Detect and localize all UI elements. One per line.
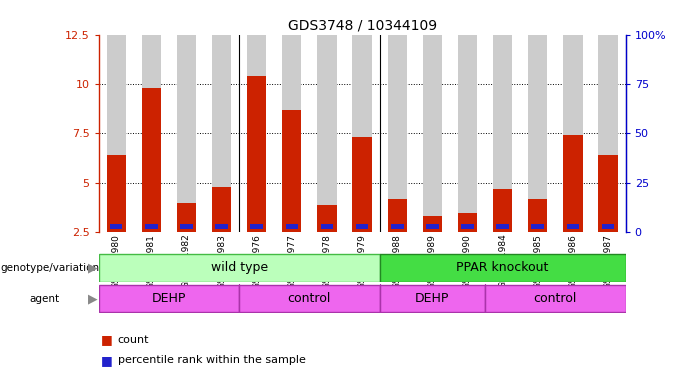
Bar (247, 35, 267, 232)
Bar (458, 35, 477, 232)
Text: ▶: ▶ (88, 292, 98, 305)
Bar (239, 285, 379, 313)
Bar (461, 224, 474, 229)
Bar (485, 285, 626, 313)
Bar (388, 199, 407, 282)
Text: genotype/variation: genotype/variation (1, 263, 100, 273)
Bar (423, 217, 442, 282)
Bar (141, 88, 161, 282)
Bar (602, 224, 614, 229)
Bar (250, 224, 263, 229)
Text: control: control (288, 292, 331, 305)
Bar (110, 224, 122, 229)
Text: control: control (534, 292, 577, 305)
Bar (598, 35, 617, 232)
Bar (145, 224, 158, 229)
Text: ■: ■ (101, 333, 112, 346)
Text: ▶: ▶ (88, 262, 98, 275)
Text: agent: agent (29, 294, 59, 304)
Text: wild type: wild type (211, 262, 268, 274)
Bar (282, 35, 301, 232)
Bar (356, 224, 369, 229)
Bar (566, 224, 579, 229)
Bar (352, 137, 372, 282)
Bar (379, 285, 485, 313)
Bar (528, 35, 547, 232)
Bar (286, 224, 298, 229)
Bar (107, 35, 126, 232)
Text: DEHP: DEHP (152, 292, 186, 305)
Bar (532, 224, 544, 229)
Bar (318, 205, 337, 282)
Bar (388, 35, 407, 232)
Bar (177, 35, 196, 232)
Bar (493, 189, 512, 282)
Bar (212, 35, 231, 232)
Bar (496, 224, 509, 229)
Bar (99, 254, 379, 282)
Bar (212, 187, 231, 282)
Bar (177, 203, 196, 282)
Title: GDS3748 / 10344109: GDS3748 / 10344109 (288, 18, 437, 32)
Bar (247, 76, 267, 282)
Text: percentile rank within the sample: percentile rank within the sample (118, 355, 305, 365)
Bar (141, 35, 161, 232)
Bar (458, 213, 477, 282)
Bar (318, 35, 337, 232)
Bar (282, 110, 301, 282)
Bar (426, 224, 439, 229)
Text: PPAR knockout: PPAR knockout (456, 262, 549, 274)
Bar (180, 224, 192, 229)
Bar (352, 35, 372, 232)
Text: ■: ■ (101, 354, 112, 367)
Bar (99, 285, 239, 313)
Bar (216, 224, 228, 229)
Bar (493, 35, 512, 232)
Bar (107, 155, 126, 282)
Bar (528, 199, 547, 282)
Bar (563, 136, 583, 282)
Bar (563, 35, 583, 232)
Bar (598, 155, 617, 282)
Bar (391, 224, 403, 229)
Bar (321, 224, 333, 229)
Text: count: count (118, 335, 149, 345)
Text: DEHP: DEHP (415, 292, 449, 305)
Bar (379, 254, 626, 282)
Bar (423, 35, 442, 232)
